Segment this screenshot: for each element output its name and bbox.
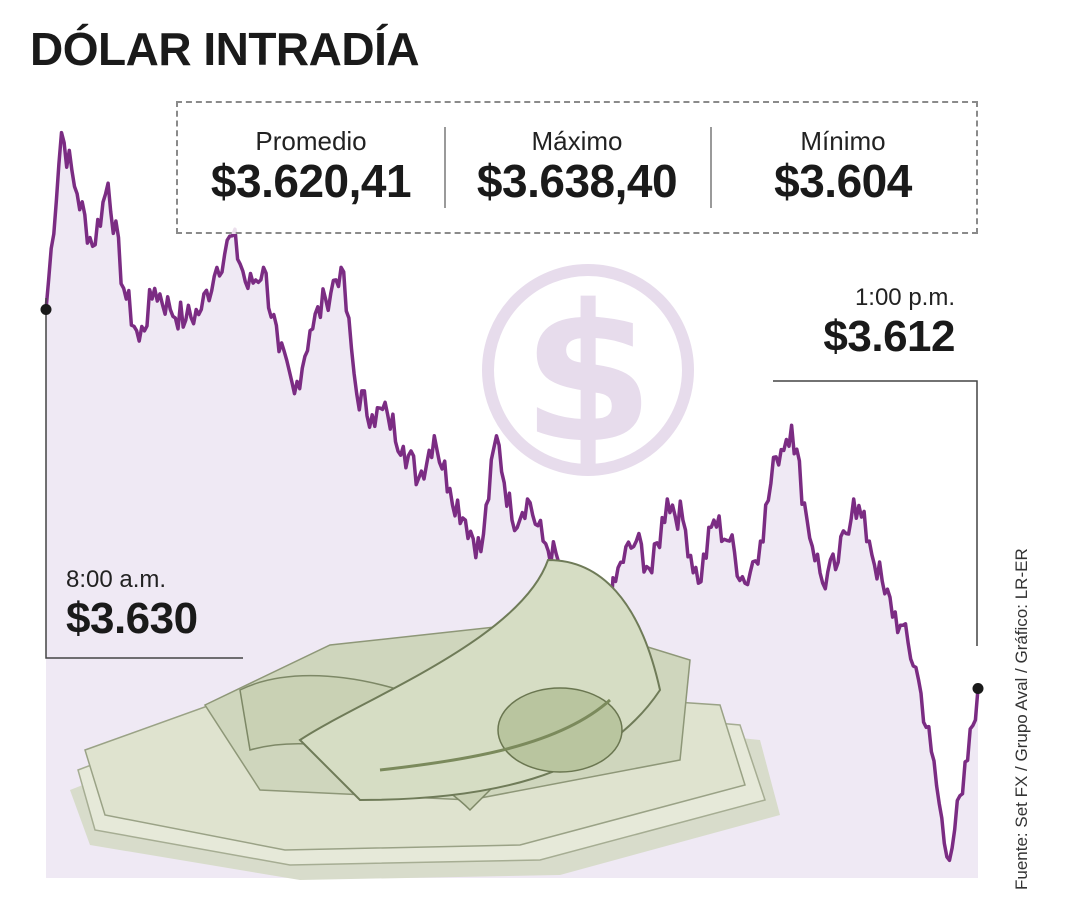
end-point	[972, 683, 984, 694]
end-time-label: 1:00 p.m.	[854, 284, 955, 311]
stat-maximum: Máximo $3.638,40	[444, 103, 710, 232]
stat-label: Máximo	[531, 125, 623, 156]
area-mask	[46, 120, 978, 861]
end-leader-line	[773, 380, 978, 646]
source-credit: Fuente: Set FX / Grupo Aval / Gráfico: L…	[1012, 548, 1031, 890]
stat-label: Mínimo	[800, 125, 886, 156]
chart-title: DÓLAR INTRADÍA	[30, 23, 420, 75]
end-value-label: $3.612	[823, 312, 955, 361]
start-value-label: $3.630	[66, 594, 198, 643]
end-annotation: 1:00 p.m. $3.612	[823, 284, 955, 362]
stat-average: Promedio $3.620,41	[178, 103, 444, 232]
stat-label: Promedio	[255, 125, 367, 156]
stat-value: $3.638,40	[476, 155, 678, 208]
start-annotation: 8:00 a.m. $3.630	[66, 566, 198, 644]
banknotes-illustration	[70, 558, 780, 880]
start-point	[40, 304, 52, 315]
svg-text:$: $	[522, 264, 654, 485]
stat-value: $3.620,41	[210, 155, 412, 208]
dollar-coin-icon: $	[482, 264, 694, 485]
start-leader-line	[45, 298, 243, 659]
price-line	[44, 130, 980, 863]
stats-panel: Promedio $3.620,41 Máximo $3.638,40 Míni…	[176, 101, 978, 234]
stat-minimum: Mínimo $3.604	[710, 103, 976, 232]
stat-value: $3.604	[774, 155, 912, 208]
start-time-label: 8:00 a.m.	[66, 566, 167, 593]
